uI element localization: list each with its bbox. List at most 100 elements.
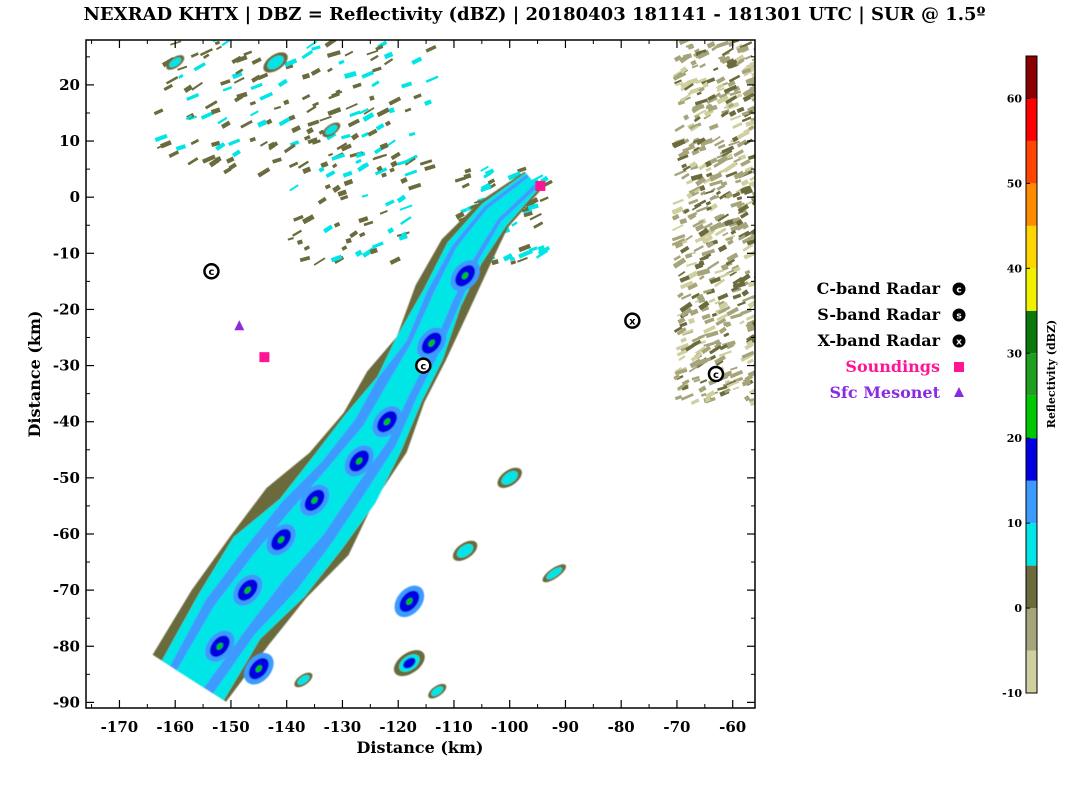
clutter-speck (404, 169, 418, 177)
clutter-speck (741, 67, 752, 75)
clutter-speck (354, 249, 363, 258)
clutter-speck (688, 198, 699, 205)
clutter-speck (714, 269, 724, 274)
clutter-speck (715, 190, 722, 196)
clutter-speck (717, 292, 729, 301)
clutter-speck (190, 52, 199, 58)
clutter-speck (190, 138, 200, 146)
clutter-speck (715, 83, 725, 91)
clutter-speck (736, 139, 748, 148)
clutter-speck (696, 293, 705, 302)
clutter-speck (683, 114, 690, 121)
y-tick-label: 20 (59, 76, 80, 94)
clutter-speck (675, 368, 688, 375)
clutter-speck (729, 90, 742, 97)
clutter-speck (163, 83, 174, 92)
clutter-speck (754, 181, 755, 191)
clutter-speck (703, 325, 716, 334)
clutter-speck (730, 229, 737, 235)
clutter-speck (363, 107, 375, 115)
radar-disc (952, 282, 966, 296)
clutter-speck (363, 220, 374, 227)
clutter-speck (221, 40, 233, 47)
clutter-speck (678, 355, 686, 361)
clutter-speck (216, 45, 223, 51)
clutter-speck (694, 48, 700, 53)
clutter-speck (723, 161, 738, 173)
clutter-speck (726, 156, 734, 161)
colorbar-tick-label: 40 (1007, 262, 1023, 275)
clutter-speck (408, 131, 416, 137)
clutter-speck (752, 183, 755, 189)
clutter-speck (694, 299, 700, 304)
clutter-speck (683, 208, 690, 215)
clutter-speck (743, 138, 753, 146)
colorbar-tick-label: -10 (1002, 687, 1022, 700)
clutter-speck (327, 107, 342, 117)
clutter-speck (303, 135, 311, 141)
clutter-speck (214, 40, 221, 46)
clutter-speck (177, 65, 188, 71)
clutter-speck (243, 50, 253, 56)
clutter-speck (698, 385, 707, 393)
clutter-speck (384, 199, 395, 207)
chart-title: NEXRAD KHTX | DBZ = Reflectivity (dBZ) |… (83, 4, 986, 25)
clutter-speck (674, 169, 687, 177)
clutter-speck (318, 129, 325, 135)
y-tick-label: -30 (53, 357, 80, 375)
clutter-speck (697, 52, 706, 59)
clutter-speck (273, 105, 282, 110)
c-band-radar-marker: c (203, 263, 220, 280)
clutter-speck (706, 206, 713, 212)
plot-area: c c c x (152, 40, 755, 702)
clutter-speck (677, 154, 689, 162)
clutter-speck (228, 138, 241, 147)
north-echoes (153, 40, 439, 179)
clutter-speck (200, 111, 214, 120)
clutter-speck (690, 125, 699, 132)
clutter-speck (709, 171, 723, 182)
core-center (244, 586, 251, 594)
clutter-speck (268, 144, 276, 151)
clutter-speck (396, 194, 407, 204)
clutter-speck (727, 80, 736, 88)
clutter-speck (686, 270, 699, 280)
clutter-speck (379, 142, 389, 150)
clutter-speck (250, 110, 259, 117)
clutter-speck (413, 93, 422, 100)
clutter-speck (175, 144, 187, 151)
colorbar-frame (1025, 55, 1038, 694)
echo-cell (393, 650, 425, 677)
core-center (255, 665, 262, 673)
clutter-speck (376, 107, 390, 118)
clutter-speck (717, 213, 730, 223)
clutter-speck (310, 67, 321, 76)
x-tick-label: -170 (101, 718, 139, 736)
colorbar-segment (1026, 140, 1037, 184)
clutter-speck (693, 116, 701, 123)
colorbar-segment (1026, 353, 1037, 396)
clutter-speck (326, 50, 341, 58)
clutter-speck (361, 194, 369, 198)
clutter-speck (735, 58, 745, 66)
clutter-speck (454, 176, 467, 183)
clutter-speck (687, 211, 698, 219)
x-tick-label: -60 (719, 718, 746, 736)
clutter-speck (741, 379, 751, 387)
clutter-speck (202, 154, 216, 164)
clutter-speck (732, 217, 741, 223)
clutter-speck (283, 99, 290, 106)
colorbar: 60 50 40 30 20 10 0 -10 Reflectivity (dBZ) (1002, 55, 1058, 700)
clutter-speck (717, 143, 726, 150)
clutter-speck (358, 216, 369, 224)
cell-core (403, 657, 416, 669)
clutter-speck (747, 153, 755, 161)
clutter-speck (738, 273, 751, 284)
clutter-speck (699, 253, 712, 262)
clutter-speck (370, 54, 379, 62)
clutter-speck (398, 234, 408, 241)
clutter-speck (217, 116, 228, 125)
colorbar-segment (1026, 98, 1037, 141)
clutter-speck (349, 230, 359, 239)
clutter-speck (739, 320, 745, 325)
